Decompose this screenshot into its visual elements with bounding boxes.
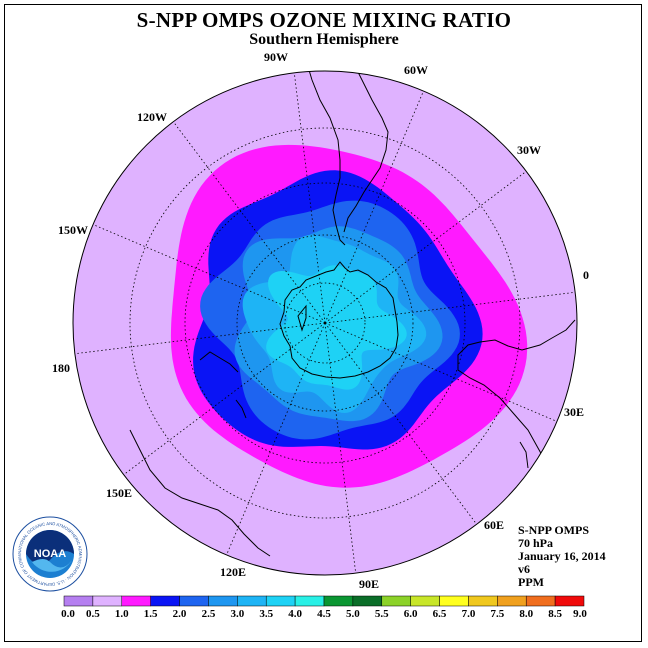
colorbar-tick-label: 2.0 <box>172 608 187 620</box>
australia-coastline <box>129 429 271 557</box>
longitude-label: 60E <box>484 518 505 532</box>
colorbar-tick-label: 5.0 <box>346 608 360 620</box>
africa-coastline <box>457 319 576 467</box>
colorbar-tick-label: 4.5 <box>317 608 331 620</box>
new-zealand-coastline <box>199 351 247 419</box>
map-disc-border <box>72 70 578 576</box>
info-instrument: S-NPP OMPS <box>518 523 589 537</box>
colorbar-tick-label: 1.0 <box>114 608 129 620</box>
colorbar-tick-label: 6.0 <box>403 608 418 620</box>
map-title: S-NPP OMPS OZONE MIXING RATIO <box>136 8 512 32</box>
info-date: January 16, 2014 <box>518 549 606 563</box>
colorbar-tick-label: 8.5 <box>548 608 562 620</box>
info-units: PPM <box>518 575 544 589</box>
colorbar-tick-label: 6.5 <box>432 608 447 620</box>
longitude-label: 120W <box>137 110 167 124</box>
longitude-label: 30E <box>564 405 585 419</box>
colorbar-tick-label: 7.0 <box>461 608 476 620</box>
colorbar-tick-label: 8.0 <box>519 608 534 620</box>
info-version: v6 <box>518 562 530 576</box>
info-level: 70 hPa <box>518 536 554 550</box>
colorbar-tick-label: 2.5 <box>201 608 216 620</box>
latitude-circle <box>284 282 366 364</box>
latitude-circle <box>129 127 521 519</box>
longitude-label: 30W <box>517 143 541 157</box>
colorbar-tick-label: 0.5 <box>86 608 100 620</box>
latitude-circle <box>236 234 414 412</box>
longitude-label: 60W <box>404 63 428 77</box>
colorbar-tick-label: 0.0 <box>61 608 75 620</box>
colorbar-tick-label: 4.0 <box>288 608 302 620</box>
colorbar-tick-label: 5.5 <box>374 608 389 620</box>
dataset-info: S-NPP OMPS 70 hPa January 16, 2014 v6 PP… <box>518 524 606 589</box>
colorbar-tick-label: 3.5 <box>259 608 274 620</box>
madagascar-coastline <box>519 441 529 469</box>
longitude-label: 120E <box>220 565 247 579</box>
colorbar-tick-label: 1.5 <box>143 608 158 620</box>
longitude-label: 0 <box>583 268 589 282</box>
longitude-label: 180 <box>52 361 70 375</box>
latitude-circle <box>184 182 466 464</box>
longitude-label: 150E <box>106 486 133 500</box>
svg-text:NOAA: NOAA <box>34 548 66 560</box>
graticule <box>74 72 576 574</box>
plot-frame <box>4 4 642 642</box>
longitude-label: 90W <box>264 50 288 64</box>
longitude-label: 150W <box>58 223 88 237</box>
colorbar-tick-label: 3.0 <box>230 608 245 620</box>
longitude-label: 90E <box>359 577 380 591</box>
map-subtitle: Southern Hemisphere <box>249 31 399 48</box>
noaa-logo: NOAA NATIONAL OCEANIC AND ATMOSPHERIC AD… <box>10 512 88 592</box>
antarctica-coastline <box>279 261 399 379</box>
colorbar-tick-label: 9.0 <box>573 608 587 620</box>
colorbar-tick-label: 7.5 <box>490 608 505 620</box>
coastlines <box>129 71 576 557</box>
south-america-coastline <box>305 71 389 246</box>
